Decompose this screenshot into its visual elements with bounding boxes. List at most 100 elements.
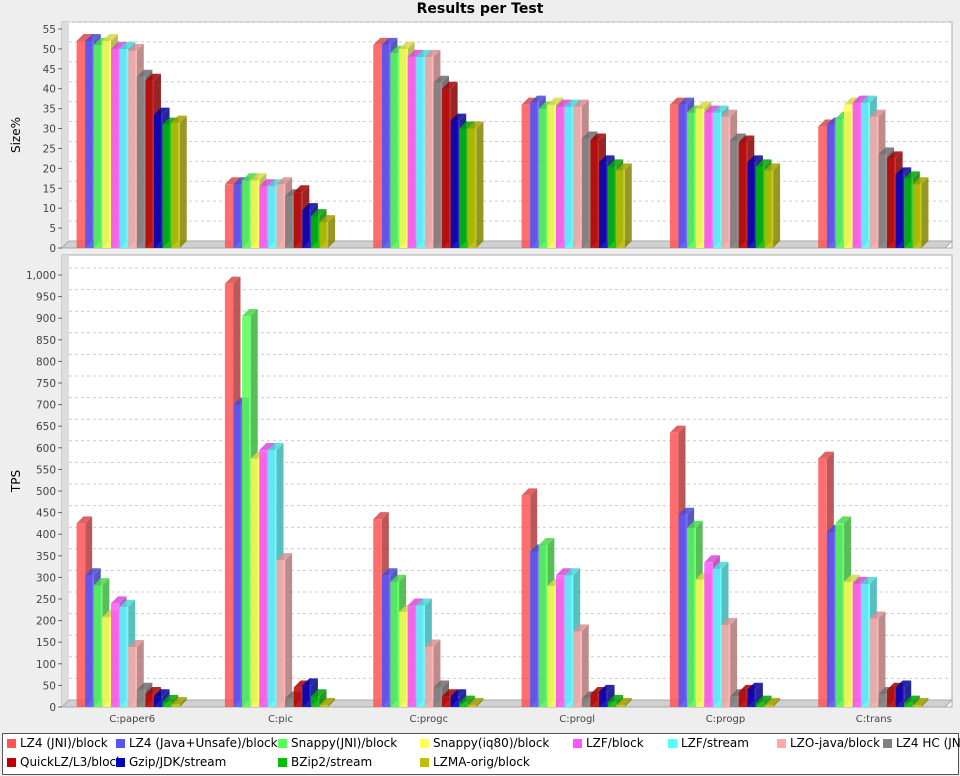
bar — [276, 553, 293, 707]
legend-label: LZ4 (JNI)/block — [20, 736, 108, 750]
legend-item: LZF/block — [573, 736, 644, 750]
legend-item: LZ4 HC (JNI)/block — [883, 736, 960, 750]
y-tick-label: 800 — [36, 356, 56, 368]
y-tick-label: 45 — [43, 64, 56, 76]
legend-item: LZMA-orig/block — [420, 755, 530, 769]
y-tick-label: 5 — [49, 223, 56, 235]
legend-swatch — [420, 757, 429, 767]
x-tick-label: C:progl — [559, 714, 595, 725]
y-tick-label: 150 — [36, 637, 56, 649]
legend-item: LZF/stream — [668, 736, 749, 750]
bar — [764, 697, 781, 707]
y-tick-label: 400 — [36, 529, 56, 541]
y-tick-label: 350 — [36, 551, 56, 563]
y-tick-label: 55 — [43, 24, 56, 36]
y-tick-label: 750 — [36, 378, 56, 390]
x-tick-label: C:trans — [856, 714, 892, 725]
y-tick-label: 200 — [36, 616, 56, 628]
legend-swatch — [7, 757, 16, 767]
legend-swatch — [7, 738, 16, 748]
legend: LZ4 (JNI)/block LZ4 (Java+Unsafe)/block Sn… — [2, 733, 960, 775]
y-tick-label: 0 — [49, 702, 56, 714]
y-tick-label: 100 — [36, 659, 56, 671]
bar — [912, 697, 929, 707]
bar — [721, 617, 738, 707]
y-axis-label: TPS — [9, 470, 23, 493]
x-tick-label: C:paper6 — [109, 714, 155, 725]
bar — [616, 163, 632, 248]
bar — [171, 115, 187, 248]
y-axis-label: Size% — [9, 117, 23, 153]
legend-swatch — [278, 738, 287, 748]
bar — [869, 611, 886, 707]
bar — [573, 624, 589, 707]
y-tick-label: 0 — [49, 243, 56, 255]
bar — [912, 177, 929, 248]
legend-swatch — [668, 738, 677, 748]
y-tick-label: 50 — [43, 44, 56, 56]
legend-label: QuickLZ/L3/block — [20, 755, 124, 769]
y-tick-label: 650 — [36, 421, 56, 433]
legend-swatch — [278, 757, 287, 767]
legend-label: Gzip/JDK/stream — [129, 755, 227, 769]
y-tick-label: 300 — [36, 572, 56, 584]
y-tick-label: 700 — [36, 400, 56, 412]
bar — [764, 163, 781, 248]
y-tick-label: 500 — [36, 486, 56, 498]
legend-label: Snappy(JNI)/block — [291, 736, 398, 750]
legend-swatch — [420, 738, 429, 748]
y-tick-label: 50 — [43, 680, 56, 692]
legend-swatch — [883, 738, 892, 748]
legend-item: Snappy(iq80)/block — [420, 736, 549, 750]
y-tick-label: 30 — [43, 124, 56, 136]
legend-label: BZip2/stream — [291, 755, 373, 769]
x-tick-label: C:pic — [268, 714, 293, 725]
legend-item: LZ4 (Java+Unsafe)/block — [116, 736, 278, 750]
legend-swatch — [116, 757, 125, 767]
legend-item: LZ4 (JNI)/block — [7, 736, 108, 750]
legend-label: LZ4 (Java+Unsafe)/block — [129, 736, 278, 750]
chart-canvas: 0 5 10 15 20 25 30 35 40 45 50 55 Size% 0 50 100 150 200 2… — [9, 21, 954, 725]
legend-swatch — [573, 738, 582, 748]
x-tick-label: C:progp — [706, 714, 745, 725]
y-tick-label: 250 — [36, 594, 56, 606]
legend-label: LZMA-orig/block — [433, 755, 530, 769]
y-tick-label: 850 — [36, 335, 56, 347]
y-tick-label: 900 — [36, 313, 56, 325]
bar — [319, 215, 336, 248]
bar — [616, 697, 632, 707]
x-tick-label: C:progc — [410, 714, 449, 725]
legend-item: Gzip/JDK/stream — [116, 755, 226, 769]
y-tick-label: 25 — [43, 143, 56, 155]
legend-label: LZF/block — [586, 736, 644, 750]
legend-swatch — [777, 738, 786, 748]
legend-item: Snappy(JNI)/block — [278, 736, 397, 750]
legend-label: LZO-java/block — [790, 736, 881, 750]
plot-area — [61, 21, 953, 249]
y-tick-label: 20 — [43, 163, 56, 175]
y-tick-label: 1,000 — [26, 270, 56, 282]
plot-wall — [62, 255, 69, 707]
plot-area — [61, 254, 953, 708]
legend-swatch — [116, 738, 125, 748]
legend-item: BZip2/stream — [278, 755, 372, 769]
legend-item: QuickLZ/L3/block — [7, 755, 123, 769]
legend-label: LZ4 HC (JNI)/block — [896, 736, 960, 750]
bar — [319, 697, 336, 707]
chart-title: Results per Test — [416, 1, 544, 17]
y-tick-label: 450 — [36, 508, 56, 520]
y-tick-label: 35 — [43, 104, 56, 116]
legend-item: LZO-java/block — [777, 736, 880, 750]
y-tick-label: 550 — [36, 464, 56, 476]
bar — [467, 121, 484, 248]
y-tick-label: 10 — [43, 203, 56, 215]
bar — [310, 689, 327, 707]
y-tick-label: 950 — [36, 292, 56, 304]
legend-label: LZF/stream — [681, 736, 749, 750]
y-tick-label: 600 — [36, 443, 56, 455]
plot-wall — [62, 22, 69, 248]
bar — [171, 696, 187, 707]
y-tick-label: 15 — [43, 183, 56, 195]
bar — [467, 697, 484, 707]
